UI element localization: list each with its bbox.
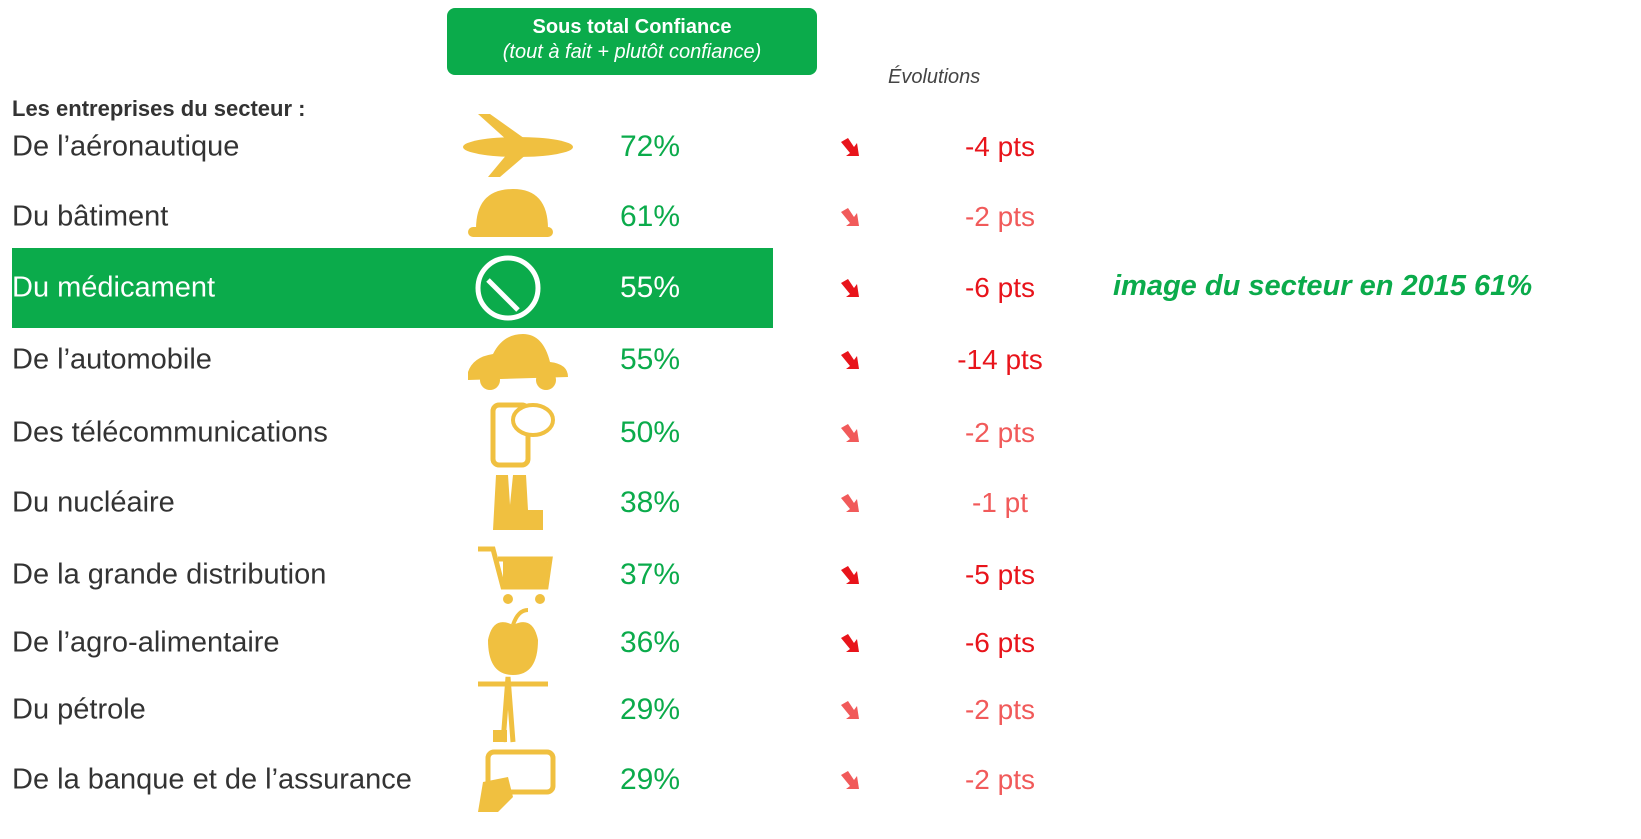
confidence-value: 61% — [620, 200, 681, 233]
confidence-value: 29% — [620, 763, 681, 796]
down-arrow — [841, 279, 859, 297]
sector-icon — [463, 114, 573, 177]
row-label: Du médicament — [12, 271, 216, 304]
evolution-value: -14 pts — [957, 344, 1043, 375]
sector-icon — [468, 334, 568, 390]
evolution-value: -6 pts — [964, 627, 1036, 658]
confidence-subtitle: (tout à fait + plutôt confiance) — [502, 41, 762, 63]
down-arrow — [841, 208, 859, 226]
confidence-value: 50% — [620, 416, 681, 449]
row-label: De l’agro-alimentaire — [12, 626, 280, 659]
sector-icon — [490, 402, 555, 468]
annotation: image du secteur en 2015 61% — [1113, 270, 1533, 302]
row-label: De la banque et de l’assurance — [12, 763, 412, 796]
down-arrow — [841, 701, 859, 719]
down-arrow — [841, 424, 859, 442]
row-label: De la grande distribution — [12, 558, 327, 591]
confidence-value: 36% — [620, 626, 681, 659]
row-label: Du pétrole — [12, 693, 146, 726]
down-arrow — [841, 566, 859, 584]
sector-icon — [488, 608, 538, 675]
row-label: Des télécommunications — [12, 416, 328, 449]
highlight-band — [12, 248, 773, 328]
evolution-value: -5 pts — [964, 559, 1036, 590]
row-label: De l’aéronautique — [12, 130, 240, 163]
confidence-value: 55% — [620, 343, 681, 376]
down-arrow — [841, 138, 859, 156]
row-title: Les entreprises du secteur : — [12, 96, 306, 121]
down-arrow — [841, 771, 859, 789]
sector-icon — [478, 749, 556, 812]
sector-icon — [468, 189, 553, 237]
confidence-value: 37% — [620, 558, 681, 591]
down-arrow — [841, 351, 859, 369]
sector-icon — [475, 255, 541, 321]
confidence-value: 72% — [620, 130, 681, 163]
evolution-value: -2 pts — [964, 417, 1036, 448]
down-arrow — [841, 634, 859, 652]
evolution-value: -6 pts — [964, 272, 1036, 303]
down-arrow — [841, 494, 859, 512]
confidence-value: 55% — [620, 271, 681, 304]
evolution-title: Évolutions — [888, 66, 981, 88]
row-label: Du nucléaire — [12, 486, 175, 519]
sector-icon — [478, 676, 548, 743]
confidence-title: Sous total Confiance — [532, 16, 732, 38]
row-label: De l’automobile — [12, 343, 212, 376]
evolution-value: -2 pts — [964, 694, 1036, 725]
evolution-value: -4 pts — [964, 131, 1036, 162]
evolution-value: -1 pt — [971, 487, 1029, 518]
confidence-header: Sous total Confiance (tout à fait + plut… — [447, 8, 817, 75]
sector-icon — [478, 546, 553, 604]
row-label: Du bâtiment — [12, 200, 169, 233]
sector-icon — [493, 475, 543, 530]
evolution-value: -2 pts — [964, 201, 1036, 232]
confidence-value: 38% — [620, 486, 681, 519]
evolution-value: -2 pts — [964, 764, 1036, 795]
confidence-value: 29% — [620, 693, 681, 726]
